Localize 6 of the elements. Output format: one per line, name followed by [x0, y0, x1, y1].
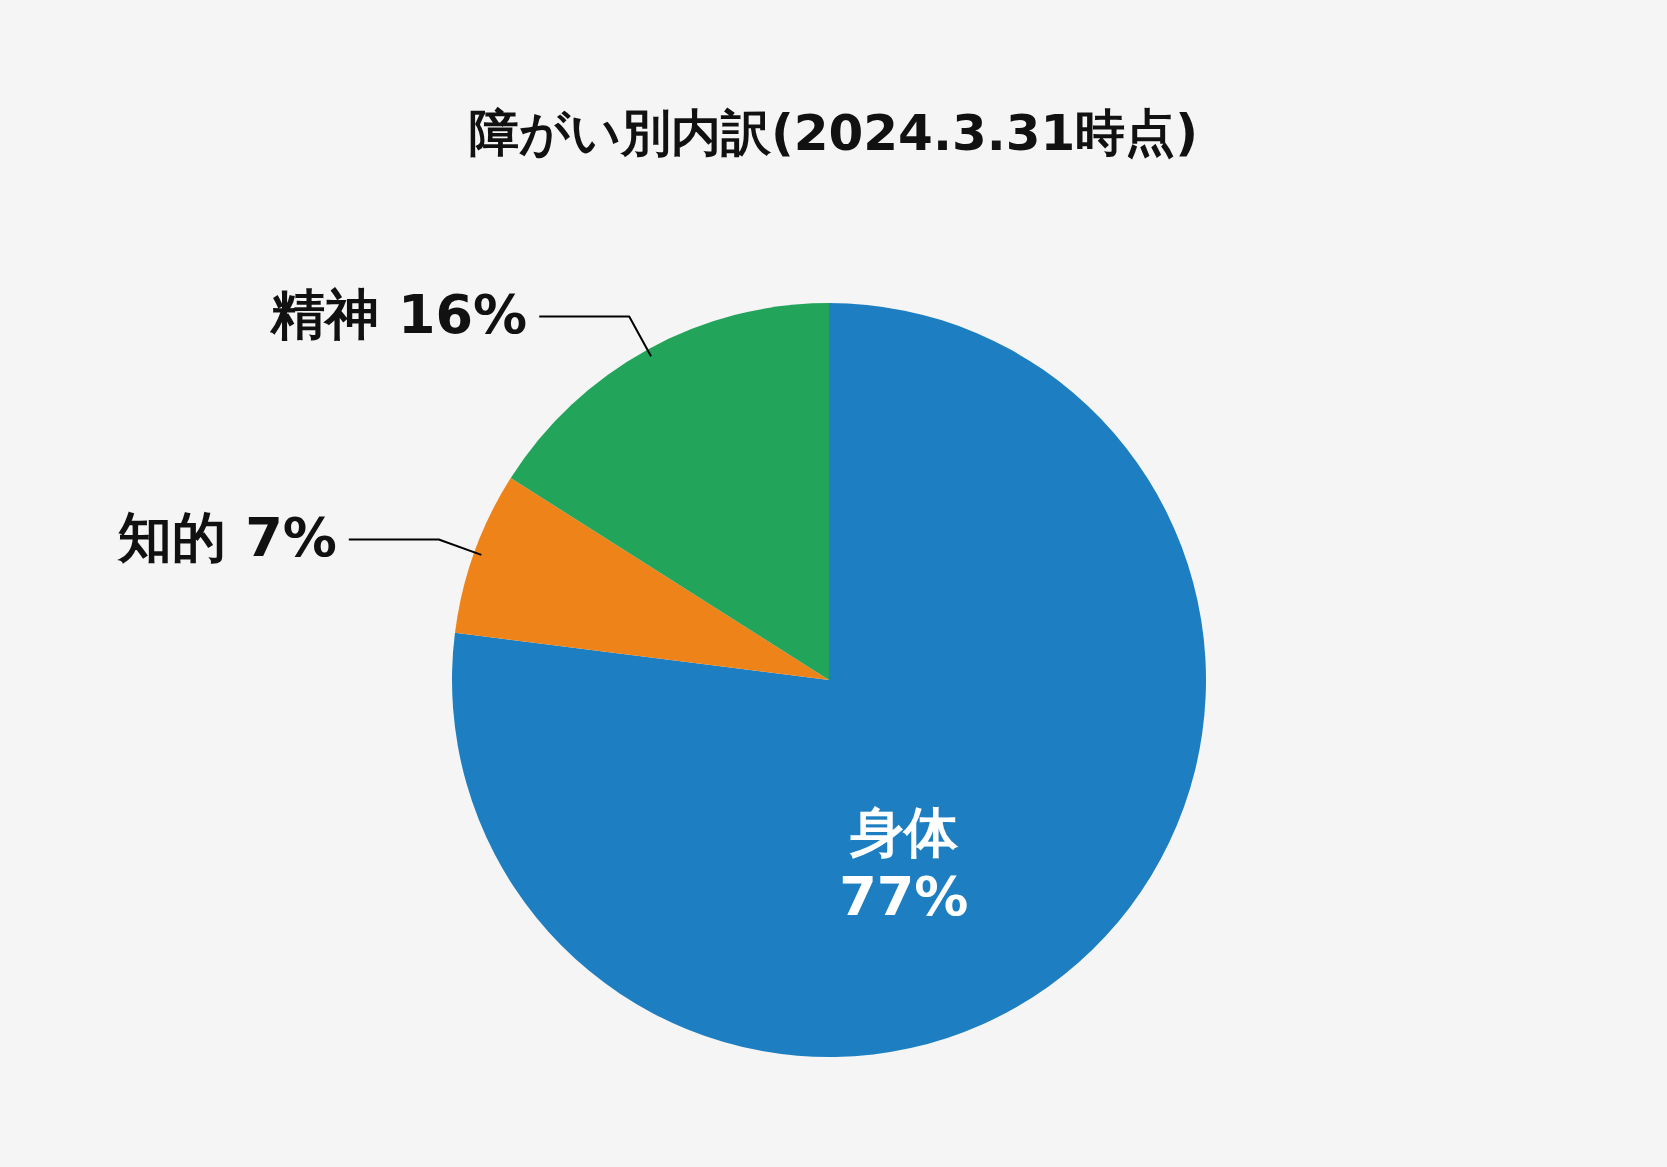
chart-title: 障がい別内訳(2024.3.31時点): [468, 104, 1199, 162]
slice-label: 知的 7%: [117, 505, 337, 569]
slice-label: 身体: [848, 800, 959, 864]
pie-slice: [454, 477, 829, 680]
data-label: 77%: [839, 864, 969, 928]
slice-label: 精神 16%: [269, 282, 528, 346]
